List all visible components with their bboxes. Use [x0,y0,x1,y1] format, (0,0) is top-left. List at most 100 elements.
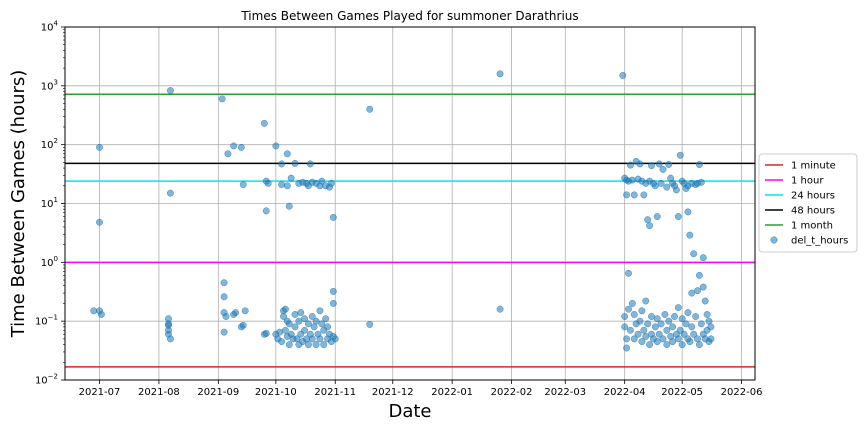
scatter-point [281,305,289,313]
scatter-point [697,320,705,328]
x-tick-label: 2021-10 [255,387,297,398]
scatter-point [301,315,309,323]
scatter-point [285,202,293,210]
scatter-point [222,313,230,320]
scatter-point [640,191,648,199]
scatter-point [671,313,678,320]
scatter-point [96,143,103,151]
scatter-point [630,335,638,343]
x-axis-label: Date [388,401,431,422]
scatter-point [665,317,673,325]
x-tick-label: 2021-08 [138,387,180,398]
legend: 1 minute 1 hour 24 hours 48 hours 1 month del… [758,153,858,253]
chart-title: Times Between Games Played for summoner … [240,9,578,23]
scatter-point [276,328,284,336]
scatter-point [638,338,646,346]
scatter-point [695,161,703,168]
scatter-point [237,143,245,151]
scatter-point [166,87,174,95]
scatter-point [663,183,671,191]
scatter-point [320,341,328,349]
scatter-point [676,151,684,159]
scatter-point [308,313,316,320]
scatter-point [308,335,316,343]
scatter-point [278,181,286,188]
scatter-point [291,311,299,318]
scatter-point [291,159,299,167]
scatter-point [690,330,698,338]
scatter-point [694,287,701,295]
scatter-point [166,335,174,343]
scatter-point [239,181,247,188]
scatter-point [707,335,715,343]
legend-label: 1 month [791,221,833,232]
x-tick-label: 2022-05 [661,387,703,398]
scatter-point [295,317,303,325]
scatter-point [648,313,655,320]
scatter-point [220,293,228,301]
x-tick-label: 2022-02 [491,387,533,398]
scatter-point [241,307,249,315]
scatter-point [686,231,694,239]
x-tick-label: 2021-07 [79,387,121,398]
scatter-point [684,182,692,190]
scatter-point [366,320,374,328]
scatter-point [646,341,654,349]
scatter-point [636,160,644,168]
scatter-point [278,160,286,168]
scatter-point [674,335,682,343]
scatter-point [630,191,638,199]
scatter-point [686,338,694,346]
scatter-point [663,326,671,334]
scatter-point [264,179,272,187]
scatter-point [297,309,305,317]
scatter-point [672,186,680,194]
scatter-point [220,279,228,287]
scatter-point [331,335,339,343]
scatter-point [684,309,692,317]
scatter-point [634,330,642,338]
scatter-point [628,300,636,307]
scatter-point [626,161,634,169]
x-tick-label: 2022-06 [721,387,763,398]
scatter-point [657,179,665,187]
scatter-point [272,142,280,150]
scatter-point [705,317,713,325]
scatter-point [684,208,692,216]
scatter-point [644,216,652,224]
legend-label: 48 hours [791,206,835,217]
legend-label: 24 hours [791,191,835,202]
scatter-point [322,315,330,323]
scatter-point [312,341,320,349]
scatter-point [218,95,226,103]
scatter-point [695,341,703,349]
scatter-point [659,165,667,173]
scatter-point [642,332,650,340]
scatter-point [694,335,701,343]
scatter-point [621,323,629,331]
scatter-point [304,341,312,349]
scatter-point [283,182,291,190]
scatter-point [496,305,504,313]
scatter-point [642,297,650,305]
scatter-point [678,341,686,349]
scatter-point [329,213,337,221]
scatter-point [262,207,270,215]
scatter-point [239,321,247,329]
scatter-point [316,307,324,315]
scatter-point [701,297,709,305]
scatter-point [625,269,632,277]
scatter-point [96,218,103,226]
scatter-point [646,222,654,230]
scatter-point [318,320,326,328]
scatter-point [306,160,314,168]
scatter-point [224,150,232,158]
scatter-point [653,213,661,221]
scatter-point [688,289,696,297]
y-axis-ticks: 10−2 10−1 100 101 102 103 104 [35,20,65,387]
scatter-point [285,341,293,349]
scatter-point [703,311,711,318]
scatter-point [324,323,332,331]
scatter-point [688,323,696,331]
